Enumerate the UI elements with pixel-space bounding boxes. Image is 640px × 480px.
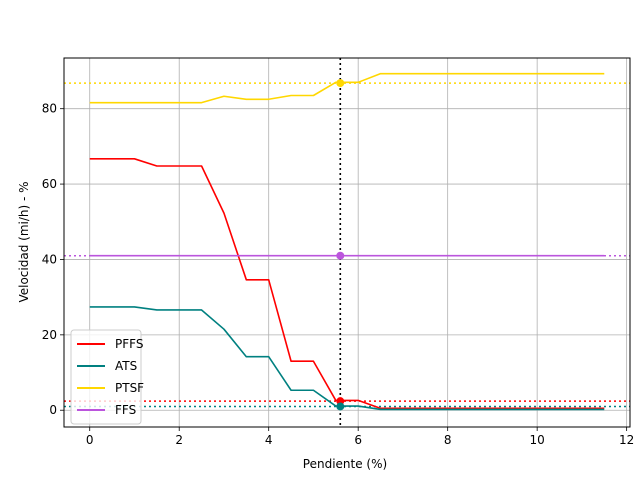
legend-label-ats: ATS bbox=[115, 359, 137, 373]
y-tick-label: 20 bbox=[42, 328, 57, 342]
intersection-marker bbox=[336, 79, 345, 88]
y-axis-label: Velocidad (mi/h) - % bbox=[17, 181, 31, 302]
x-axis-label: Pendiente (%) bbox=[303, 457, 387, 471]
legend-box bbox=[70, 329, 142, 425]
series-lines bbox=[89, 72, 605, 411]
y-tick-label: 40 bbox=[42, 252, 57, 266]
series-line-ats bbox=[89, 306, 605, 411]
axis-ticks: 0 2 4 6 8 10 12 0 20 40 60 80 bbox=[42, 102, 635, 447]
legend: PFFS ATS PTSF FFS bbox=[70, 329, 144, 425]
legend-label-ffs: FFS bbox=[115, 403, 136, 417]
intersection-markers bbox=[336, 79, 345, 411]
y-tick-label: 60 bbox=[42, 177, 57, 191]
x-tick-label: 12 bbox=[619, 433, 634, 447]
x-tick-label: 0 bbox=[86, 433, 94, 447]
x-tick-label: 8 bbox=[444, 433, 452, 447]
x-tick-label: 2 bbox=[175, 433, 183, 447]
legend-label-ptsf: PTSF bbox=[115, 381, 144, 395]
series-line-ptsf bbox=[89, 72, 605, 104]
x-tick-label: 10 bbox=[530, 433, 545, 447]
grid bbox=[64, 58, 630, 427]
y-tick-label: 80 bbox=[42, 102, 57, 116]
legend-label-pffs: PFFS bbox=[115, 337, 143, 351]
intersection-marker bbox=[336, 402, 345, 411]
y-tick-label: 0 bbox=[49, 403, 57, 417]
plot-frame bbox=[63, 57, 631, 428]
intersection-marker bbox=[336, 251, 345, 260]
series-line-pffs bbox=[89, 158, 605, 410]
x-tick-label: 6 bbox=[354, 433, 362, 447]
x-tick-label: 4 bbox=[265, 433, 273, 447]
